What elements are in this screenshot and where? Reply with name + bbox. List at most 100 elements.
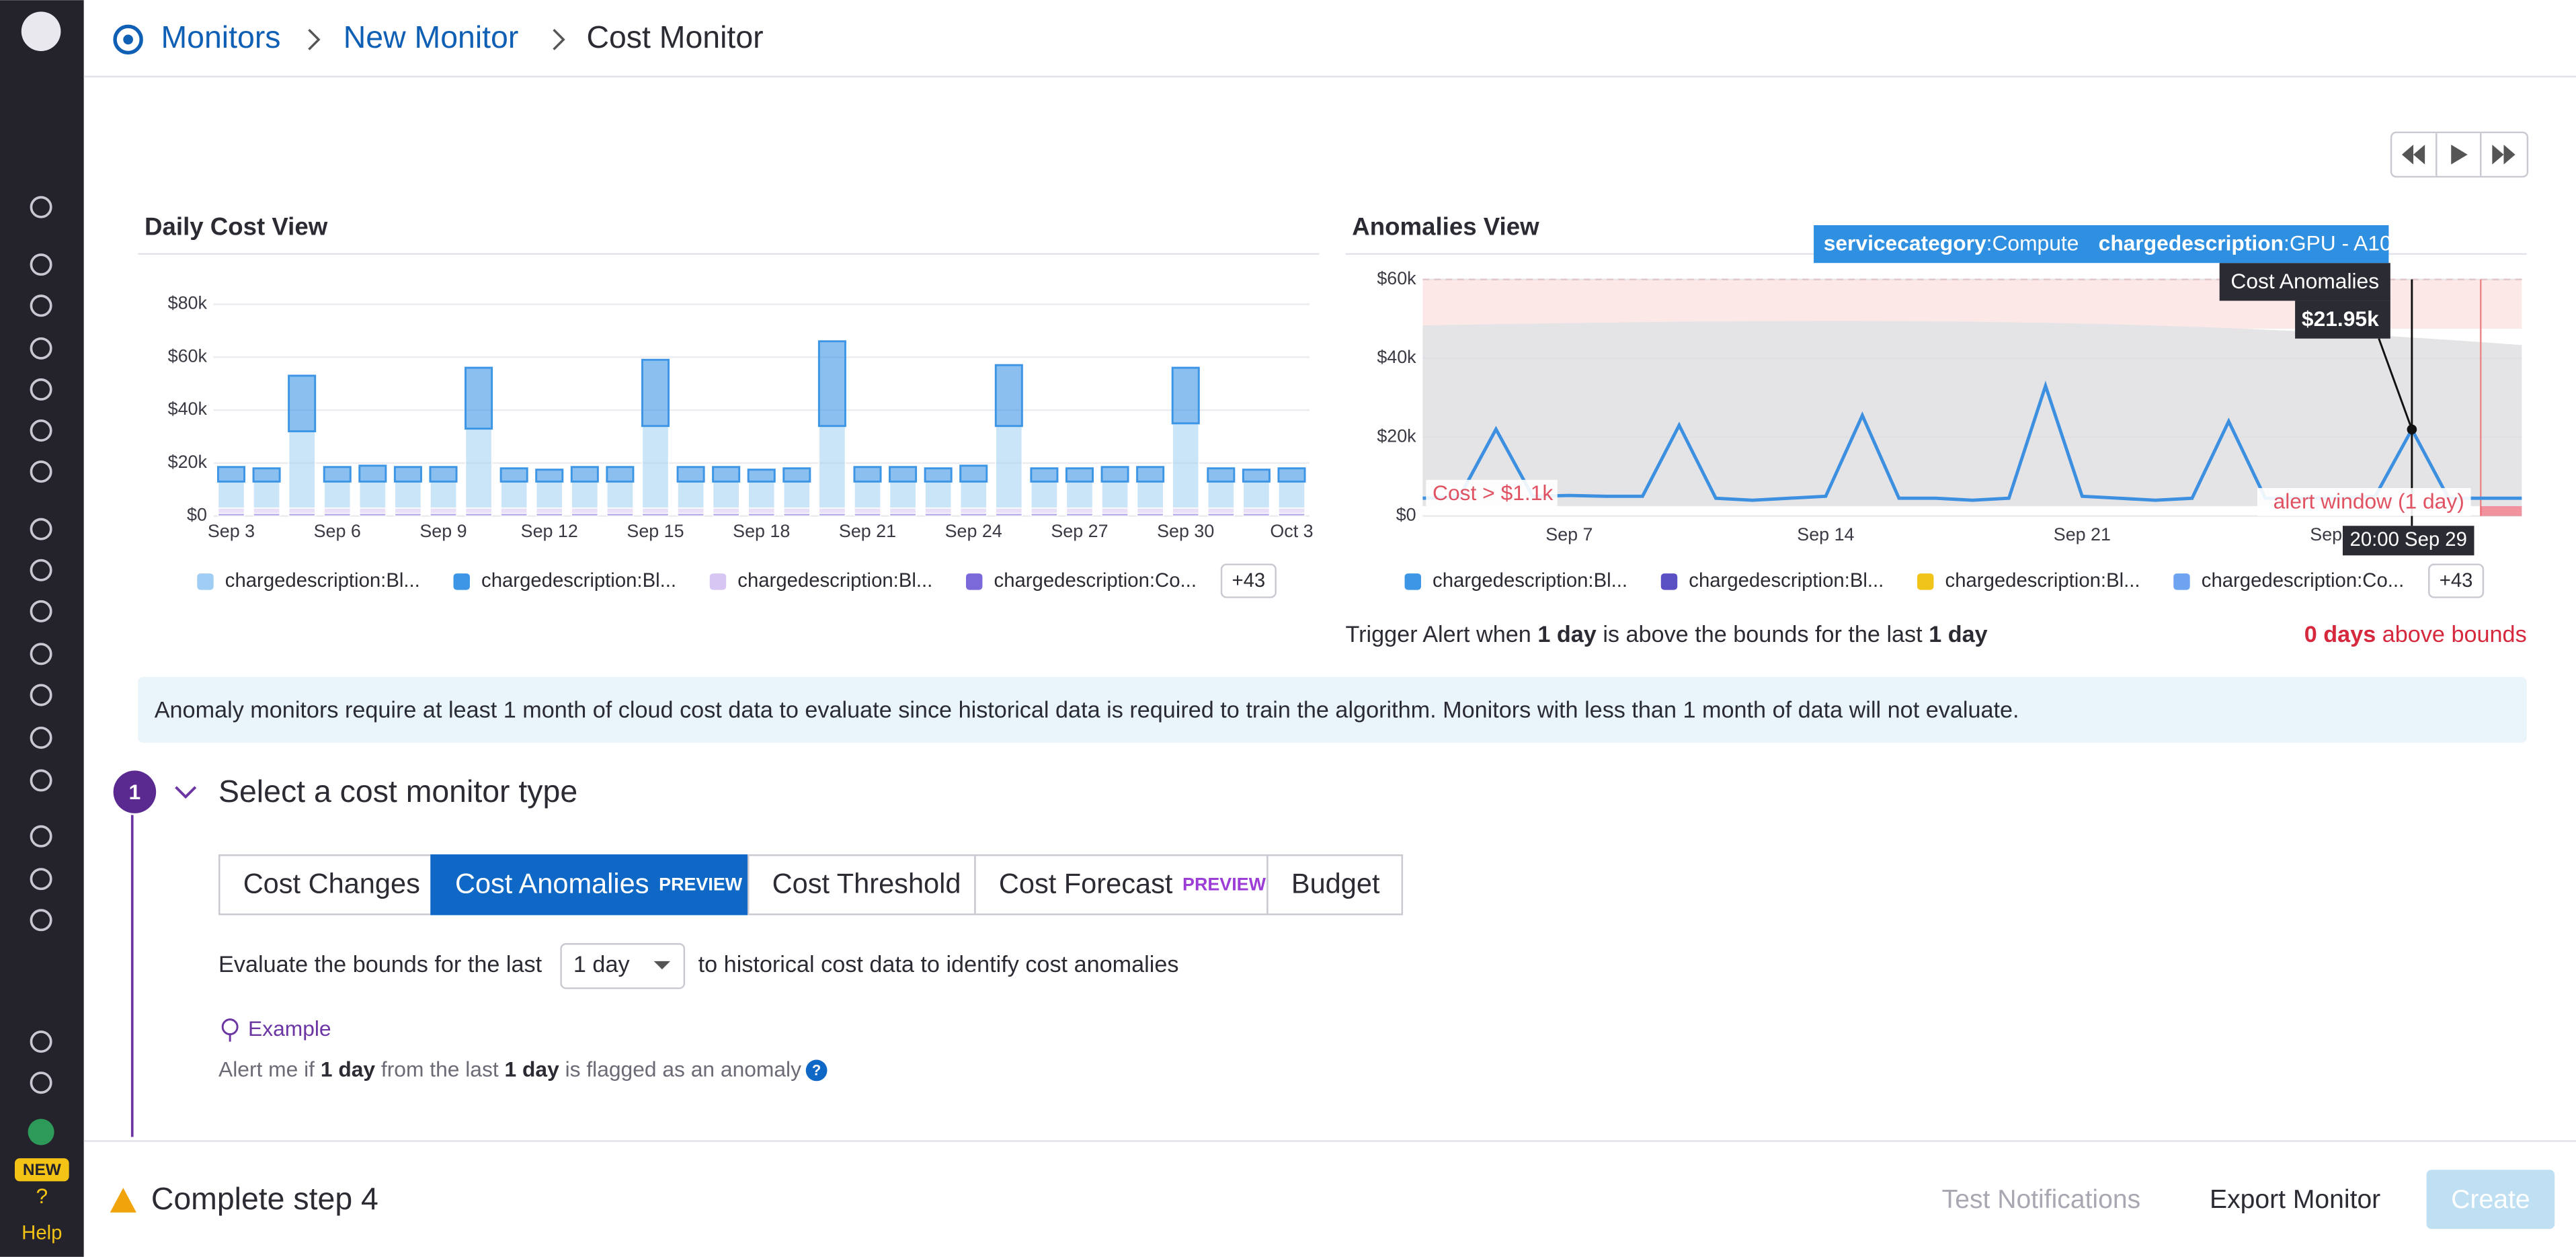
- alert-window-label: alert window (1 day): [2273, 489, 2464, 513]
- bar-segment: [818, 508, 846, 514]
- legend-swatch[interactable]: [197, 573, 214, 590]
- test-notifications-button[interactable]: Test Notifications: [1942, 1185, 2141, 1214]
- legend-label[interactable]: chargedescription:Co...: [2202, 569, 2404, 592]
- bar-segment: [606, 481, 634, 509]
- legend-label[interactable]: chargedescription:Bl...: [481, 569, 676, 592]
- nav-icon[interactable]: [30, 518, 52, 540]
- step-title: Select a cost monitor type: [218, 774, 577, 809]
- sidebar-icons: [28, 196, 54, 1145]
- tag-key: servicecategory: [1824, 231, 1986, 255]
- highlighted-bar-segment: [252, 467, 281, 483]
- nav-icon[interactable]: [30, 909, 52, 932]
- nav-icon[interactable]: [30, 825, 52, 848]
- legend-swatch[interactable]: [966, 573, 983, 590]
- bar-segment: [1207, 508, 1235, 514]
- example-link[interactable]: Example: [248, 1016, 331, 1041]
- info-banner: [138, 677, 2527, 743]
- help-tooltip-icon[interactable]: [805, 1059, 828, 1082]
- nav-icon[interactable]: [30, 559, 52, 581]
- nav-icon[interactable]: [30, 600, 52, 622]
- legend-more-label: +43: [2440, 569, 2473, 592]
- bar-segment: [995, 508, 1023, 514]
- tab[interactable]: [218, 854, 432, 916]
- bar-segment: [783, 481, 811, 509]
- tab-label: Cost Changes: [243, 867, 420, 899]
- bar-segment: [253, 508, 280, 514]
- nav-icon[interactable]: [30, 337, 52, 360]
- x-tick-label: Sep 18: [733, 521, 790, 541]
- nav-icon[interactable]: [30, 684, 52, 706]
- nav-icon[interactable]: [30, 460, 52, 483]
- legend-label[interactable]: chargedescription:Bl...: [1433, 569, 1627, 592]
- bar-segment: [535, 508, 563, 514]
- tab[interactable]: [747, 854, 976, 916]
- export-monitor-button[interactable]: Export Monitor: [2210, 1185, 2380, 1214]
- user-avatar[interactable]: [28, 1119, 54, 1145]
- legend-label[interactable]: chargedescription:Bl...: [225, 569, 420, 592]
- bar-segment: [818, 425, 846, 509]
- legend-more[interactable]: [1220, 563, 1277, 598]
- tooltip-value-bg: [2295, 300, 2390, 339]
- tag-value: :Compute: [1986, 231, 2079, 255]
- legend-swatch[interactable]: [1660, 573, 1678, 590]
- bar-segment: [465, 428, 493, 509]
- nav-icon[interactable]: [30, 294, 52, 317]
- bar-segment: [359, 481, 387, 509]
- highlighted-bar-segment: [323, 466, 352, 483]
- nav-icon[interactable]: [30, 727, 52, 749]
- legend-label[interactable]: chargedescription:Bl...: [1945, 569, 2140, 592]
- breadcrumb[interactable]: New Monitor: [344, 19, 519, 54]
- legend-more-label: +43: [1232, 569, 1265, 592]
- bar-segment: [748, 508, 776, 514]
- forward-button[interactable]: [2492, 145, 2515, 165]
- logo[interactable]: [21, 11, 61, 51]
- bar-segment: [571, 481, 599, 509]
- nav-icon[interactable]: [30, 643, 52, 665]
- breadcrumb[interactable]: Monitors: [161, 19, 281, 54]
- highlighted-bar-segment: [782, 467, 811, 483]
- nav-icon[interactable]: [30, 378, 52, 401]
- window-select[interactable]: [560, 943, 686, 989]
- info-text: Anomaly monitors require at least 1 mont…: [155, 697, 2019, 723]
- legend-swatch[interactable]: [453, 573, 470, 590]
- legend-label[interactable]: chargedescription:Bl...: [1689, 569, 1884, 592]
- tab[interactable]: [1266, 854, 1404, 916]
- bar-segment: [288, 508, 316, 514]
- y-tick-label: $40k: [1377, 347, 1416, 367]
- legend-swatch[interactable]: [1917, 573, 1934, 590]
- legend-label[interactable]: chargedescription:Co...: [994, 569, 1197, 592]
- bar-segment: [606, 508, 634, 514]
- nav-icon[interactable]: [30, 1071, 52, 1094]
- legend-swatch[interactable]: [709, 573, 727, 590]
- rewind-button[interactable]: [2401, 145, 2425, 165]
- legend-swatch[interactable]: [2173, 573, 2190, 590]
- bar-segment: [288, 430, 316, 509]
- play-button[interactable]: [2451, 145, 2468, 165]
- legend-more[interactable]: [2428, 563, 2485, 598]
- tag-key: chargedescription: [2099, 231, 2284, 255]
- help-icon[interactable]: ?: [36, 1184, 48, 1208]
- create-button[interactable]: [2426, 1170, 2555, 1229]
- bar-segment: [1172, 423, 1200, 509]
- highlighted-bar-segment: [1277, 467, 1306, 483]
- tab-text: Budget: [1291, 867, 1380, 899]
- highlighted-bar-segment: [465, 366, 493, 430]
- nav-icon[interactable]: [30, 419, 52, 442]
- nav-icon[interactable]: [30, 1030, 52, 1053]
- nav-icon[interactable]: [30, 196, 52, 218]
- monitors-icon-dot: [123, 34, 133, 45]
- collapse-toggle[interactable]: [175, 786, 197, 799]
- help-label[interactable]: Help: [22, 1221, 62, 1244]
- legend-label[interactable]: chargedescription:Bl...: [737, 569, 932, 592]
- nav-icon[interactable]: [30, 769, 52, 792]
- tab[interactable]: [430, 854, 750, 916]
- bar-segment: [677, 508, 705, 514]
- nav-icon[interactable]: [30, 868, 52, 891]
- legend-swatch[interactable]: [1404, 573, 1421, 590]
- tooltip-pointer: [2378, 338, 2413, 430]
- breadcrumb-separator: [553, 28, 565, 50]
- bar-segment: [641, 425, 670, 509]
- nav-icon[interactable]: [30, 253, 52, 276]
- step-number: 1: [129, 780, 141, 804]
- window-select-value: 1 day: [573, 952, 631, 977]
